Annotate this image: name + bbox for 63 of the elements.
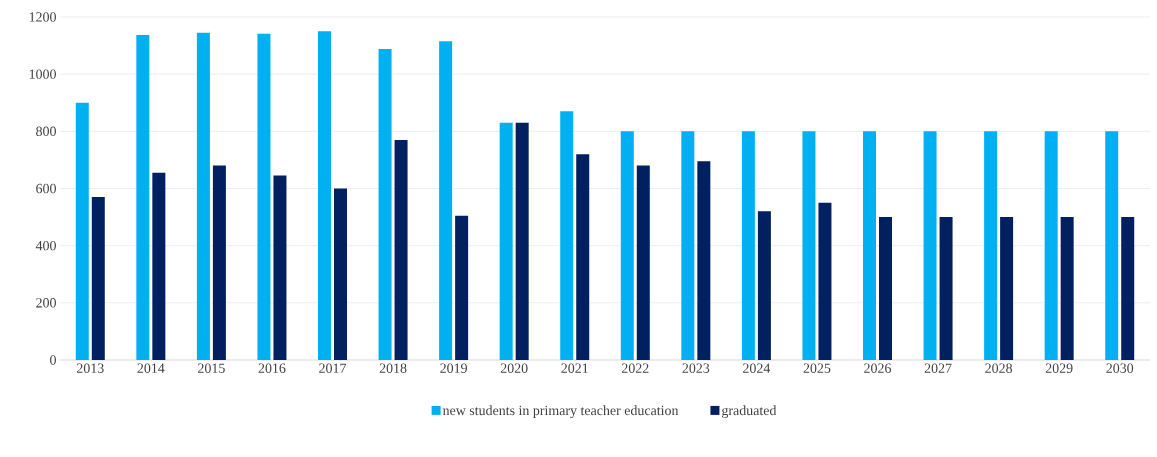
bar bbox=[741, 131, 755, 360]
legend-label: new students in primary teacher education bbox=[442, 405, 679, 419]
x-tick-label: 2028 bbox=[985, 363, 1013, 373]
bar bbox=[273, 175, 287, 360]
bar bbox=[439, 41, 453, 360]
x-tick-label: 2024 bbox=[743, 363, 771, 373]
bar bbox=[818, 202, 832, 360]
x-tick-label: 2021 bbox=[561, 363, 588, 373]
x-tick-label: 2020 bbox=[500, 363, 528, 373]
y-tick-label: 600 bbox=[36, 183, 56, 194]
x-tick-label: 2023 bbox=[682, 363, 710, 373]
x-tick-label: 2017 bbox=[319, 363, 347, 373]
bar bbox=[1044, 131, 1058, 360]
x-tick-label: 2026 bbox=[864, 363, 892, 373]
bar bbox=[318, 31, 332, 360]
x-tick-label: 2022 bbox=[621, 363, 649, 373]
bar bbox=[1000, 217, 1014, 360]
bar bbox=[378, 49, 392, 360]
bar bbox=[394, 139, 408, 360]
x-tick-label: 2015 bbox=[198, 363, 225, 373]
bar bbox=[515, 122, 529, 360]
bar bbox=[939, 217, 953, 360]
y-tick-label: 1000 bbox=[29, 69, 56, 79]
x-tick-label: 2016 bbox=[258, 363, 286, 373]
y-tick-label: 1200 bbox=[29, 12, 56, 22]
bar bbox=[697, 161, 711, 360]
bar bbox=[1060, 217, 1074, 360]
bar bbox=[636, 165, 650, 360]
bar bbox=[620, 131, 634, 360]
bar bbox=[334, 188, 348, 360]
x-tick-label: 2019 bbox=[440, 363, 467, 373]
bar bbox=[455, 215, 469, 360]
bar bbox=[802, 131, 816, 360]
x-tick-label: 2027 bbox=[924, 363, 952, 373]
legend-label: graduated bbox=[722, 405, 777, 419]
x-tick-label: 2018 bbox=[379, 363, 407, 373]
y-tick-label: 800 bbox=[36, 126, 56, 137]
bar bbox=[984, 131, 998, 360]
x-tick-label: 2025 bbox=[803, 363, 831, 373]
bar bbox=[1121, 217, 1135, 360]
y-tick-label: 200 bbox=[36, 298, 56, 308]
bar bbox=[923, 131, 937, 360]
bar bbox=[879, 217, 892, 360]
bar bbox=[75, 102, 89, 360]
bar bbox=[757, 211, 771, 360]
x-tick-label: 2029 bbox=[1045, 363, 1073, 373]
y-tick-label: 0 bbox=[50, 355, 56, 365]
bar bbox=[1105, 131, 1119, 360]
bar bbox=[576, 154, 590, 360]
bar bbox=[257, 33, 271, 360]
x-tick-label: 2014 bbox=[137, 363, 165, 373]
bar bbox=[560, 111, 574, 360]
y-tick-label: 400 bbox=[35, 240, 56, 251]
x-tick-label: 2030 bbox=[1106, 363, 1134, 373]
bar bbox=[863, 131, 876, 360]
bar bbox=[681, 131, 695, 360]
bar bbox=[136, 34, 150, 360]
x-tick-label: 2013 bbox=[76, 363, 104, 373]
bar bbox=[91, 197, 105, 360]
bar bbox=[196, 32, 210, 360]
bar bbox=[152, 172, 166, 360]
bar bbox=[499, 122, 513, 360]
bar bbox=[212, 165, 226, 360]
